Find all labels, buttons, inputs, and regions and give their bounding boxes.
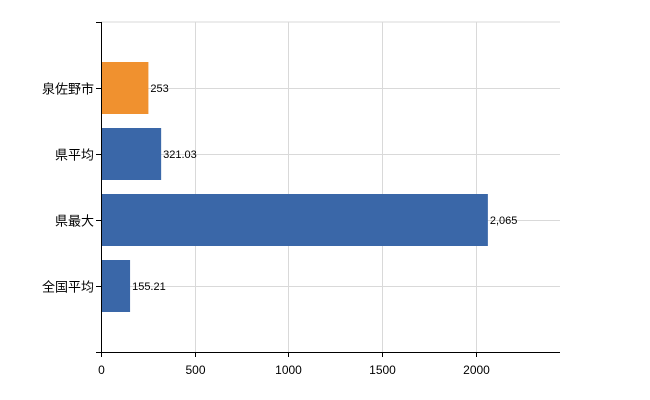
gridlines [101,21,560,352]
bar-2 [102,194,488,246]
y-tick-label-1: 県平均 [55,149,94,164]
data-label-2: 2,065 [490,215,518,227]
data-label-1: 321.03 [163,149,197,161]
bar-3 [102,260,131,312]
axes [96,22,560,357]
x-tick-label-0: 0 [98,363,105,377]
y-tick-label-0: 泉佐野市 [42,82,94,98]
x-tick-label-4: 2000 [463,363,490,377]
bar-1 [102,128,162,180]
y-tick-label-2: 県最大 [55,215,94,230]
bars [102,62,488,312]
bar-0 [102,62,149,114]
data-label-0: 253 [150,83,168,95]
x-tick-label-2: 1000 [275,363,302,377]
y-tick-label-3: 全国平均 [42,280,94,296]
x-tick-label-1: 500 [185,363,205,377]
x-tick-label-3: 1500 [369,363,396,377]
data-label-3: 155.21 [132,281,166,293]
